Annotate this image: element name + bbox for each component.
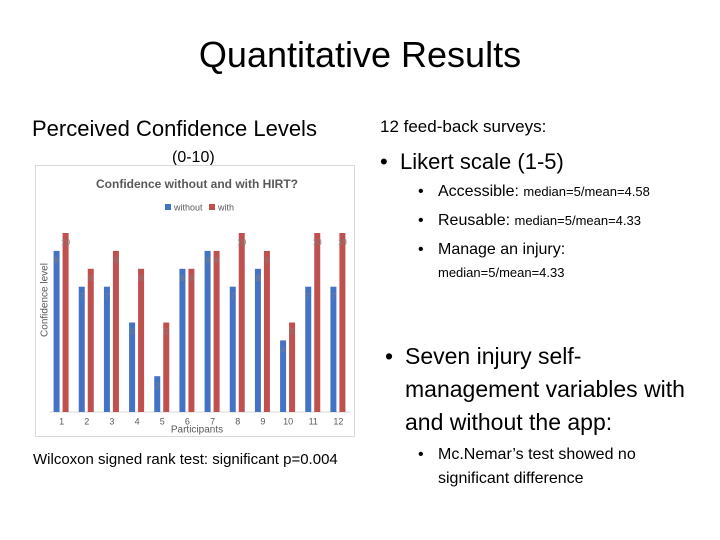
chart-title: Confidence without and with HIRT? — [96, 177, 298, 191]
bar — [78, 286, 85, 412]
bar — [103, 286, 110, 412]
bar — [138, 268, 145, 412]
slide-title: Quantitative Results — [198, 34, 522, 75]
value-label: 5 — [290, 328, 295, 337]
value-label: 2 — [155, 381, 160, 390]
bar — [289, 322, 296, 412]
bar — [330, 286, 337, 412]
x-tick-label: 11 — [309, 416, 318, 426]
value-label: 8 — [89, 274, 94, 283]
x-tick-label: 4 — [135, 416, 140, 426]
legend-label: with — [217, 202, 234, 212]
bar — [112, 250, 119, 412]
value-label: 9 — [265, 256, 270, 265]
bar — [87, 268, 94, 412]
bar — [179, 268, 186, 412]
sub-bullet: Manage an injury: — [418, 241, 565, 259]
item-detail: median=5/mean=4.58 — [523, 184, 650, 199]
x-tick-label: 1 — [59, 416, 64, 426]
value-label: 9 — [54, 256, 59, 265]
value-label: 7 — [231, 292, 236, 301]
bar — [53, 250, 60, 412]
bar — [213, 250, 220, 412]
bar — [204, 250, 211, 412]
scale-note: (0-10) — [172, 149, 215, 166]
x-tick-label: 7 — [210, 416, 215, 426]
chart: Confidence without and with HIRT? Partic… — [35, 165, 355, 437]
value-label: 10 — [313, 238, 322, 247]
bar — [163, 322, 170, 412]
x-tick-label: 10 — [283, 416, 293, 426]
value-label: 9 — [214, 256, 219, 265]
value-label: 8 — [139, 274, 144, 283]
bar — [254, 268, 261, 412]
bullet: Seven injury self-management variables w… — [385, 340, 710, 439]
test-result: Wilcoxon signed rank test: significant p… — [33, 451, 338, 468]
x-tick-label: 5 — [160, 416, 165, 426]
legend-swatch — [209, 204, 215, 210]
bar — [229, 286, 236, 412]
legend-swatch — [165, 204, 171, 210]
bar — [263, 250, 270, 412]
bar — [280, 340, 287, 412]
value-label: 7 — [105, 292, 110, 301]
item-detail: median=5/mean=4.33 — [438, 265, 565, 280]
bar — [339, 233, 346, 412]
sub-bullet: Reusable: median=5/mean=4.33 — [418, 212, 641, 230]
value-label: 7 — [306, 292, 311, 301]
value-label: 4 — [281, 346, 286, 355]
x-tick-label: 3 — [109, 416, 114, 426]
value-label: 7 — [331, 292, 336, 301]
bar — [305, 286, 312, 412]
value-label: 10 — [61, 238, 70, 247]
item-label: Accessible: — [438, 183, 524, 200]
legend-label: without — [173, 202, 203, 212]
sub-bullet: Accessible: median=5/mean=4.58 — [418, 183, 650, 201]
y-axis-title: Confidence level — [40, 263, 51, 337]
x-tick-label: 8 — [235, 416, 240, 426]
value-label: 9 — [205, 256, 210, 265]
bar — [154, 376, 161, 412]
value-label: 8 — [180, 274, 185, 283]
bar — [188, 268, 195, 412]
value-label: 9 — [114, 256, 119, 265]
bar — [129, 322, 136, 412]
x-tick-label: 9 — [260, 416, 265, 426]
item-label: Reusable: — [438, 212, 515, 229]
bar — [314, 233, 321, 412]
value-label: 8 — [189, 274, 194, 283]
intro: 12 feed-back surveys: — [380, 117, 547, 136]
value-label: 5 — [164, 328, 169, 337]
sub-bullet: Mc.Nemar’s test showed no significant di… — [418, 443, 688, 491]
value-label: 5 — [130, 328, 135, 337]
value-label: 8 — [256, 274, 261, 283]
bar — [62, 233, 69, 412]
x-tick-label: 6 — [185, 416, 190, 426]
x-tick-label: 12 — [333, 416, 343, 426]
value-label: 7 — [80, 292, 85, 301]
value-label: 10 — [237, 238, 246, 247]
left-heading: Perceived Confidence Levels — [32, 116, 317, 141]
x-tick-label: 2 — [84, 416, 89, 426]
x-axis-title: Participants — [171, 425, 223, 436]
bar — [238, 233, 245, 412]
bullet: Likert scale (1-5) — [380, 149, 564, 175]
value-label: 10 — [338, 238, 347, 247]
item-detail: median=5/mean=4.33 — [514, 213, 641, 228]
